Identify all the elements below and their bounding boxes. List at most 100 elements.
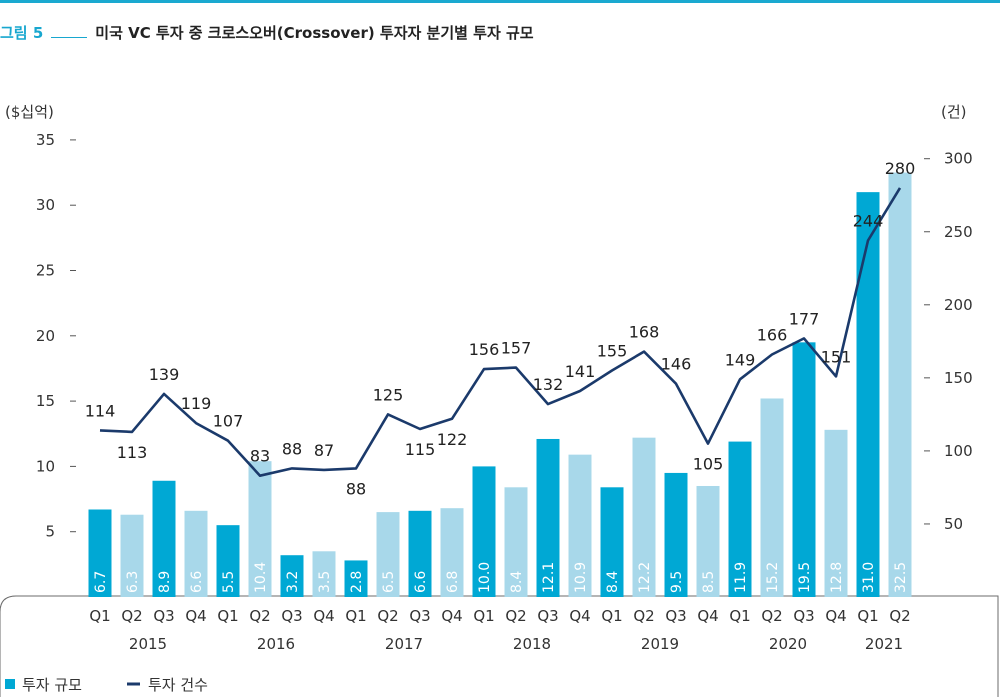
left-axis-tick-label: 15 [36,392,55,410]
x-axis-tick-label: Q1 [217,607,238,625]
left-axis-tick-label: 5 [45,523,55,541]
x-axis-year-label: 2019 [641,635,679,653]
right-axis-tick-label: 100 [944,442,973,460]
x-axis-tick-label: Q1 [729,607,750,625]
x-axis-tick-label: Q2 [377,607,398,625]
x-axis-year-label: 2017 [385,635,423,653]
bar [88,509,112,597]
bar [760,398,784,597]
line-value-label: 83 [250,447,270,466]
chart-title: 미국 VC 투자 중 크로스오버(Crossover) 투자자 분기별 투자 규… [95,23,534,42]
bar-value-label: 15.2 [765,562,781,593]
bar [344,560,368,597]
bar [472,466,496,597]
right-axis-tick-label: 50 [944,515,963,533]
left-axis: 5 10 15 20 25 30 35 [36,131,76,541]
right-axis-tick-label: 250 [944,223,973,241]
left-axis-tick-label: 25 [36,262,55,280]
bar-value-label: 8.4 [605,571,621,593]
line-path [99,187,902,478]
bar [600,487,624,597]
x-axis-tick-label: Q1 [473,607,494,625]
bar-value-label: 8.5 [701,571,717,593]
bar [312,551,336,597]
bar [792,342,816,597]
bar-value-label: 5.5 [221,571,237,593]
x-axis-tick-label: Q4 [185,607,206,625]
bar-value-label: 10.0 [477,562,493,593]
legend-bar-label: 투자 규모 [22,676,82,694]
x-axis-tick-label: Q2 [505,607,526,625]
x-axis-tick-label: Q1 [345,607,366,625]
x-axis-year-label: 2016 [257,635,295,653]
bar [216,525,240,597]
bar-value-label: 19.5 [797,562,813,593]
bar-value-label: 12.1 [541,562,557,593]
bar-value-label: 3.5 [317,571,333,593]
line-value-label: 115 [405,440,436,459]
legend-line-label: 투자 건수 [148,676,208,694]
bar [152,480,176,597]
line-value-label: 244 [853,212,884,231]
bar-value-label: 10.9 [573,562,589,593]
figure-divider [51,36,88,38]
x-axis-year-label: 2021 [865,635,903,653]
line-value-label: 149 [725,350,756,369]
bar-value-label: 6.6 [189,571,205,593]
bar-value-label: 6.6 [413,571,429,593]
line-value-label: 141 [565,362,596,381]
right-axis-tick-label: 300 [944,150,973,168]
left-axis-tick-label: 10 [36,457,55,475]
line-value-label: 114 [85,401,116,420]
legend-bar-swatch [5,679,15,689]
bar [664,472,688,597]
x-axis-tick-label: Q2 [761,607,782,625]
x-axis-tick-label: Q1 [89,607,110,625]
bar [728,441,752,597]
x-axis: Q1 Q2 Q3 Q4 Q1 Q2 Q3 Q4 Q1 Q2 Q3 Q4 Q1 Q2 Q3 Q4 Q1 Q2 Q3 Q4… [89,607,910,653]
right-axis-unit: (건) [941,103,967,121]
bar-value-label: 32.5 [893,562,909,593]
bar [888,172,912,598]
bar-value-label: 11.9 [733,562,749,593]
bar [408,510,432,597]
x-axis-tick-label: Q2 [633,607,654,625]
bar [696,485,720,597]
line-value-label: 177 [789,309,820,328]
line-value-label: 88 [282,439,302,458]
bar-value-label: 6.8 [445,571,461,593]
bar [376,512,400,597]
bar-value-label: 12.8 [829,562,845,593]
line-value-label: 88 [346,479,366,498]
bar-value-label: 8.9 [157,571,173,593]
bar [568,454,592,597]
x-axis-tick-label: Q3 [281,607,302,625]
line-value-label: 156 [469,340,500,359]
line-value-label: 132 [533,375,564,394]
x-axis-tick-label: Q4 [441,607,462,625]
bar-labels: 6.7 6.3 8.9 6.6 5.5 10.4 3.2 3.5 2.8 6.5 6.6 6.8 10.… [93,562,909,593]
x-axis-tick-label: Q2 [121,607,142,625]
x-axis-tick-label: Q4 [569,607,590,625]
line-value-label: 280 [885,159,916,178]
x-axis-tick-label: Q4 [825,607,846,625]
bar [440,508,464,597]
left-axis-unit: ($십억) [5,103,54,121]
bar [504,487,528,597]
legend: 투자 규모 투자 건수 [5,676,208,694]
x-axis-tick-label: Q3 [153,607,174,625]
x-axis-tick-label: Q3 [665,607,686,625]
x-axis-tick-label: Q3 [409,607,430,625]
x-axis-tick-label: Q2 [889,607,910,625]
line-value-label: 119 [181,394,212,413]
bar-value-label: 8.4 [509,571,525,593]
left-axis-tick-label: 30 [36,196,55,214]
line-value-label: 146 [661,355,692,374]
line-value-label: 113 [117,443,148,462]
line-value-label: 155 [597,342,628,361]
bar [856,192,880,597]
bar [280,555,304,597]
x-axis-tick-label: Q4 [313,607,334,625]
